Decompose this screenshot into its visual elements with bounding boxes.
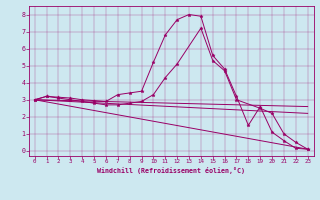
X-axis label: Windchill (Refroidissement éolien,°C): Windchill (Refroidissement éolien,°C) (97, 167, 245, 174)
